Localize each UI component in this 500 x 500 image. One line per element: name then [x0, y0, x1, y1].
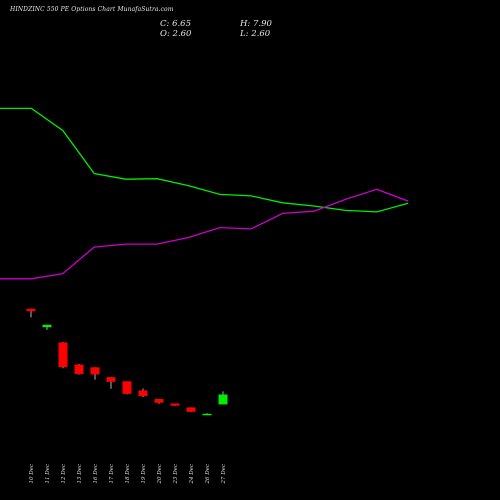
candle	[154, 399, 164, 404]
candle	[170, 403, 180, 406]
x-tick-label: 11 Dec	[45, 464, 51, 484]
x-tick-label: 12 Dec	[61, 464, 67, 484]
candle	[202, 413, 212, 416]
x-tick-label: 18 Dec	[125, 464, 131, 484]
candle-body	[154, 399, 164, 403]
x-tick-label: 13 Dec	[77, 464, 83, 484]
candle-body	[170, 403, 180, 406]
x-tick-label: 10 Dec	[29, 464, 35, 484]
x-tick-label: 16 Dec	[93, 464, 99, 484]
candles-group	[26, 308, 228, 416]
candle	[106, 376, 116, 389]
upper-band-line	[0, 107, 409, 213]
close-readout: C: 6.65	[160, 19, 191, 29]
candle-body	[106, 377, 116, 382]
candle	[74, 363, 84, 375]
x-tick-label: 17 Dec	[109, 464, 115, 484]
chart-title: HINDZINC 550 PE Options Chart MunafaSutr…	[10, 6, 174, 13]
candle	[186, 407, 196, 413]
lower-band-line	[0, 188, 409, 280]
low-readout: L: 2.60	[240, 29, 271, 39]
candle-body	[74, 364, 84, 374]
band-lines	[0, 107, 409, 280]
candle-body	[26, 308, 36, 312]
candle-body	[218, 394, 228, 405]
candle-body	[42, 324, 52, 328]
candle	[90, 367, 100, 380]
candle-body	[186, 407, 196, 412]
x-tick-label: 24 Dec	[189, 464, 195, 485]
candle	[122, 381, 132, 395]
candle	[42, 324, 52, 330]
candle-body	[90, 367, 100, 375]
x-tick-label: 27 Dec	[221, 464, 227, 485]
x-tick-label: 23 Dec	[173, 464, 179, 485]
x-tick-label: 19 Dec	[141, 464, 147, 484]
candle-body	[122, 381, 132, 394]
candle	[218, 391, 228, 405]
candle	[138, 388, 148, 398]
candle-body	[138, 390, 148, 397]
candle-body	[202, 413, 212, 416]
candle	[58, 341, 68, 369]
x-tick-label: 26 Dec	[205, 464, 211, 485]
high-readout: H: 7.90	[240, 19, 272, 29]
candle	[26, 308, 36, 318]
x-tick-label: 20 Dec	[157, 464, 163, 485]
x-axis-labels: 10 Dec 11 Dec 12 Dec 13 Dec 16 Dec 17 Dec 18 D…	[29, 464, 227, 485]
candle-body	[58, 342, 68, 368]
open-readout: O: 2.60	[160, 29, 192, 39]
